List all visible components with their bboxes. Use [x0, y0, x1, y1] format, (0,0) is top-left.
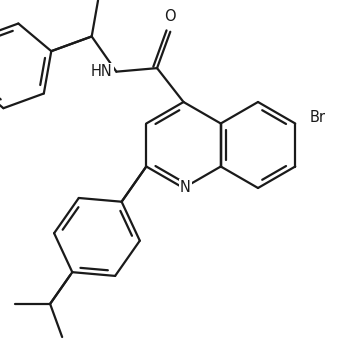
Text: HN: HN	[91, 64, 112, 79]
Text: O: O	[164, 9, 176, 24]
Text: Br: Br	[309, 110, 325, 125]
Text: N: N	[180, 180, 191, 196]
